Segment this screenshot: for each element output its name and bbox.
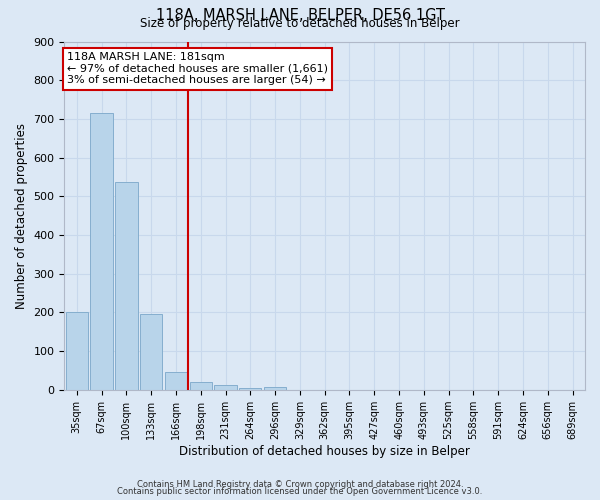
Text: 118A MARSH LANE: 181sqm
← 97% of detached houses are smaller (1,661)
3% of semi-: 118A MARSH LANE: 181sqm ← 97% of detache…	[67, 52, 328, 85]
Text: Contains HM Land Registry data © Crown copyright and database right 2024.: Contains HM Land Registry data © Crown c…	[137, 480, 463, 489]
Bar	[190, 382, 212, 390]
Bar	[165, 372, 187, 390]
Text: 118A, MARSH LANE, BELPER, DE56 1GT: 118A, MARSH LANE, BELPER, DE56 1GT	[155, 8, 445, 22]
Bar	[239, 388, 262, 390]
Bar	[264, 386, 286, 390]
Bar	[65, 312, 88, 390]
Bar	[91, 114, 113, 390]
Y-axis label: Number of detached properties: Number of detached properties	[15, 122, 28, 308]
Text: Contains public sector information licensed under the Open Government Licence v3: Contains public sector information licen…	[118, 487, 482, 496]
Bar	[214, 385, 236, 390]
X-axis label: Distribution of detached houses by size in Belper: Distribution of detached houses by size …	[179, 444, 470, 458]
Bar	[115, 182, 137, 390]
Text: Size of property relative to detached houses in Belper: Size of property relative to detached ho…	[140, 18, 460, 30]
Bar	[140, 314, 163, 390]
